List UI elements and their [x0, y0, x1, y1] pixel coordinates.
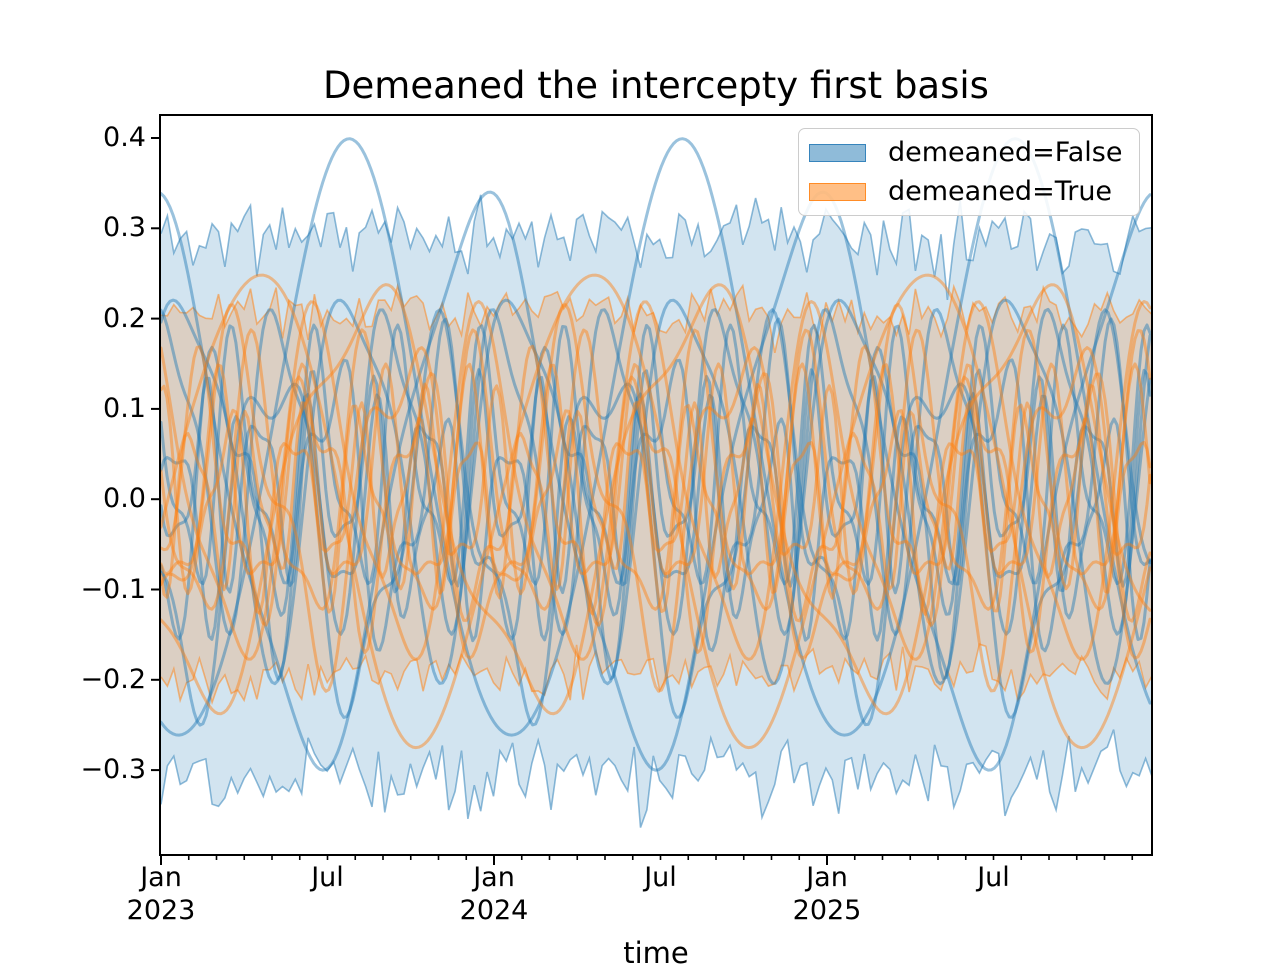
- x-tick-label: Jan 2024: [459, 862, 529, 926]
- x-tick-label: Jan 2025: [792, 862, 862, 926]
- y-tick-label: 0.4: [103, 122, 146, 153]
- x-axis-label: time: [623, 936, 689, 970]
- x-tick-label: Jul: [644, 862, 677, 893]
- legend-entry-demeaned-true: demeaned=True: [809, 175, 1129, 207]
- legend-label: demeaned=True: [888, 175, 1113, 207]
- y-tick-label: −0.3: [80, 754, 146, 786]
- y-tick-label: 0.3: [103, 212, 146, 244]
- x-tick-label: Jan 2023: [126, 862, 196, 926]
- x-tick-label: Jul: [977, 862, 1010, 893]
- x-tick-label: Jul: [311, 862, 344, 893]
- legend-label: demeaned=False: [888, 136, 1123, 168]
- legend-entry-demeaned-false: demeaned=False: [809, 136, 1129, 168]
- y-tick-label: 0.1: [103, 392, 146, 424]
- y-tick-label: 0.0: [103, 483, 146, 515]
- y-tick-label: −0.2: [80, 663, 146, 695]
- legend-swatch-orange-icon: [809, 182, 866, 201]
- y-tick-label: 0.2: [103, 302, 146, 334]
- legend: demeaned=False demeaned=True: [798, 128, 1140, 216]
- chart-title: Demeaned the intercepty first basis: [323, 64, 989, 107]
- legend-swatch-blue-icon: [809, 143, 866, 162]
- y-tick-label: −0.1: [80, 573, 146, 605]
